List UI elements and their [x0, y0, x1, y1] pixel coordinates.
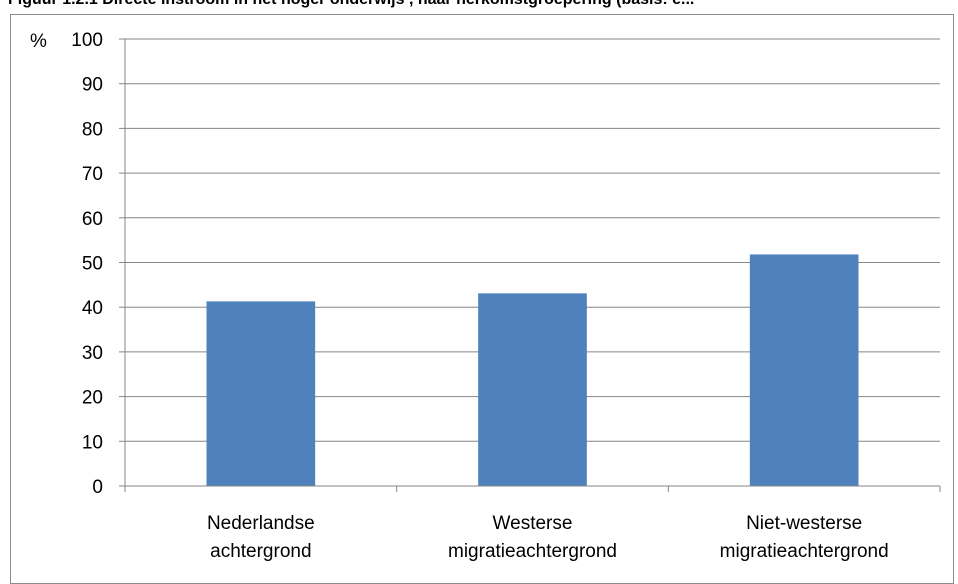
- y-tick-label: 0: [92, 477, 103, 498]
- y-tick-label: 10: [82, 432, 103, 453]
- y-tick-labels: 0 10 20 30 40 50 60 70 80 90 100: [71, 30, 103, 498]
- bar: [749, 254, 859, 486]
- x-category-label: Niet-westerse: [746, 513, 862, 534]
- y-tick-label: 100: [71, 30, 103, 51]
- x-category-label: Nederlandse: [207, 513, 315, 534]
- y-tick-label: 40: [82, 298, 103, 319]
- y-tick-label: 50: [82, 254, 103, 275]
- x-category-labels: Nederlandse achtergrond Westerse migratieac…: [207, 513, 889, 562]
- x-category-label: achtergrond: [210, 541, 311, 562]
- x-category-label: Westerse: [493, 513, 573, 534]
- y-tick-label: 80: [82, 119, 103, 140]
- y-tick-label: 70: [82, 164, 103, 185]
- y-tick-label: 90: [82, 75, 103, 96]
- y-tick-label: 20: [82, 388, 103, 409]
- figure-title: Figuur 1.2.1 Directe instroom in het hog…: [8, 0, 694, 9]
- x-category-label: migratieachtergrond: [720, 541, 889, 562]
- y-axis-label: %: [30, 31, 47, 52]
- bar: [206, 301, 316, 486]
- bar: [478, 293, 587, 486]
- y-tick-label: 30: [82, 343, 103, 364]
- bars: [206, 254, 859, 486]
- x-category-label: migratieachtergrond: [448, 541, 617, 562]
- y-tick-label: 60: [82, 209, 103, 230]
- axes: [119, 38, 941, 492]
